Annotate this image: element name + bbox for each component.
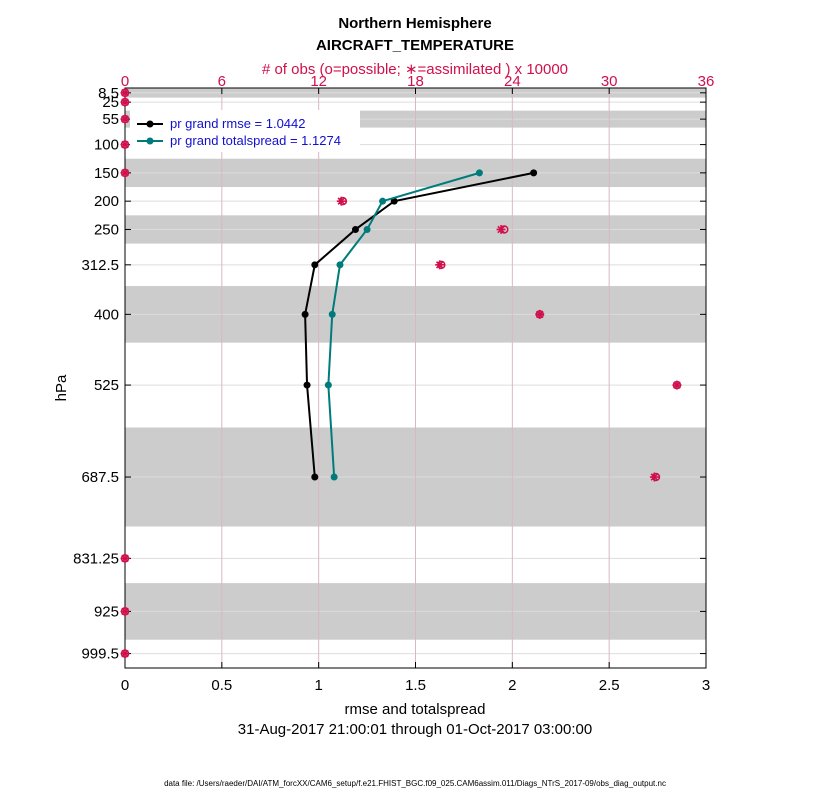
obs-assimilated-stroke [673, 381, 681, 389]
legend: pr grand rmse = 1.0442 pr grand totalspr… [130, 110, 360, 152]
data-point-rmse [530, 169, 538, 177]
obs-assimilated-marker [120, 553, 130, 563]
data-point-rmse [301, 310, 309, 318]
obs-assimilated-stroke [121, 89, 129, 97]
y-tick-label: 925 [94, 603, 119, 620]
obs-assimilated-marker [120, 97, 130, 107]
x-tick-label: 3 [702, 677, 710, 694]
x-tick-label: 0 [121, 677, 129, 694]
y-tick-label: 999.5 [81, 646, 119, 663]
top-tick-label: 12 [310, 73, 327, 90]
obs-assimilated-stroke [121, 607, 129, 616]
top-tick-label: 24 [504, 73, 521, 90]
obs-assimilated-stroke [337, 197, 346, 205]
obs-assimilated-stroke [121, 554, 129, 563]
y-tick-label: 25 [102, 94, 119, 111]
obs-assimilated-stroke [497, 225, 505, 234]
chart-subtitle: AIRCRAFT_TEMPERATURE [316, 37, 514, 54]
obs-assimilated-marker [496, 224, 506, 234]
top-axis-label: # of obs (o=possible; ∗=assimilated ) x … [262, 61, 568, 78]
legend-box [130, 110, 360, 152]
x-tick-label: 1 [314, 677, 322, 694]
obs-assimilated-marker [120, 168, 130, 178]
obs-count-markers [120, 88, 682, 659]
obs-assimilated-marker [120, 140, 130, 150]
y-tick-label: 831.25 [73, 550, 119, 567]
obs-assimilated-stroke [121, 169, 129, 177]
data-point-rmse [311, 261, 319, 269]
x-axis-label: rmse and totalspread [345, 701, 486, 718]
data-point-rmse [303, 381, 311, 389]
x-tick-label: 2.5 [599, 677, 620, 694]
x-tick-label: 2 [508, 677, 516, 694]
obs-assimilated-marker [672, 380, 682, 390]
y-tick-label: 400 [94, 306, 119, 323]
obs-assimilated-marker [649, 472, 659, 482]
top-tick-label: 6 [218, 73, 226, 90]
legend-spread-marker [146, 137, 154, 145]
data-point-rmse [311, 473, 319, 481]
obs-assimilated-stroke [121, 140, 129, 149]
obs-assimilated-stroke [121, 115, 129, 123]
obs-assimilated-marker [120, 649, 130, 659]
obs-assimilated-stroke [121, 649, 129, 658]
obs-assimilated-marker [435, 260, 445, 270]
y-tick-label: 312.5 [81, 257, 119, 274]
legend-rmse-marker [146, 120, 154, 128]
obs-assimilated-stroke [435, 261, 444, 269]
data-point-spread [330, 473, 338, 481]
top-tick-label: 18 [407, 73, 424, 90]
axis-ticks: 0 0.5 1 1.5 2 2.5 30 6 12 18 24 30 368.5255510015020… [73, 73, 714, 694]
y-tick-label: 200 [94, 193, 119, 210]
y-tick-label: 150 [94, 165, 119, 182]
top-tick-label: 0 [121, 73, 129, 90]
obs-assimilated-marker [336, 196, 346, 206]
y-tick-label: 8.5 [98, 85, 119, 102]
data-point-spread [363, 225, 371, 233]
legend-rmse-label: pr grand rmse = 1.0442 [170, 116, 306, 131]
y-tick-label: 525 [94, 377, 119, 394]
chart-title: Northern Hemisphere [338, 15, 491, 32]
date-range: 31-Aug-2017 21:00:01 through 01-Oct-2017… [238, 721, 592, 738]
data-point-spread [336, 261, 344, 269]
obs-assimilated-marker [120, 88, 130, 98]
obs-assimilated-marker [120, 606, 130, 616]
y-axis-label: hPa [53, 374, 70, 401]
x-tick-label: 0.5 [211, 677, 232, 694]
y-tick-label: 100 [94, 137, 119, 154]
legend-spread-label: pr grand totalspread = 1.1274 [170, 133, 341, 148]
y-tick-label: 687.5 [81, 469, 119, 486]
data-point-spread [379, 197, 387, 205]
data-point-rmse [351, 225, 359, 233]
x-tick-label: 1.5 [405, 677, 426, 694]
obs-assimilated-marker [120, 114, 130, 124]
series-lines [301, 169, 538, 481]
data-point-spread [324, 381, 332, 389]
top-tick-label: 30 [601, 73, 618, 90]
top-tick-label: 36 [698, 73, 715, 90]
data-point-spread [328, 310, 336, 318]
data-point-spread [475, 169, 483, 177]
obs-assimilated-stroke [536, 310, 544, 319]
obs-assimilated-stroke [650, 473, 659, 481]
y-tick-label: 55 [102, 111, 119, 128]
obs-assimilated-marker [535, 309, 545, 319]
data-point-rmse [390, 197, 398, 205]
data-file-footer: data file: /Users/raeder/DAI/ATM_forcXX/… [164, 779, 666, 788]
obs-assimilated-stroke [121, 98, 129, 106]
y-tick-label: 250 [94, 221, 119, 238]
